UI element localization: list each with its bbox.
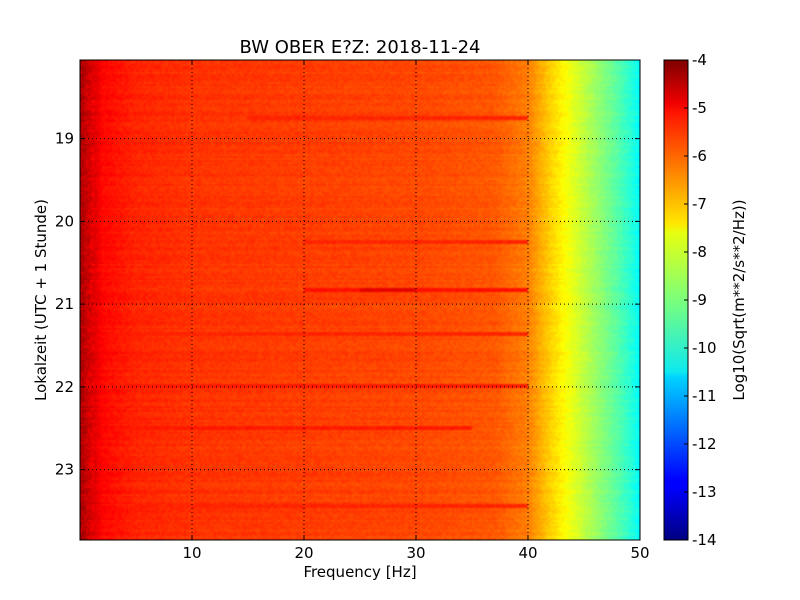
colorbar-label: Log10(Sqrt(m**2/s**2/Hz)) <box>730 199 748 400</box>
x-tick-label: 30 <box>406 544 425 562</box>
colorbar-tick-label: -7 <box>692 195 707 213</box>
colorbar-axis: -4 -5 -6 -7 -8 -9 -10 -11 -12 -13 -14 <box>684 51 717 549</box>
x-axis-label: Frequency [Hz] <box>303 563 416 581</box>
y-axis-label: Lokalzeit (UTC + 1 Stunde) <box>32 199 50 401</box>
colorbar-tick-label: -8 <box>692 243 707 261</box>
colorbar-tick-label: -12 <box>692 435 717 453</box>
plot-frame <box>79 59 641 541</box>
y-tick-label: 21 <box>55 295 74 313</box>
colorbar-tick-label: -9 <box>692 291 707 309</box>
x-tick-label: 10 <box>182 544 201 562</box>
y-tick-label: 19 <box>55 130 74 148</box>
colorbar-tick-label: -10 <box>692 339 717 357</box>
x-tick-label: 50 <box>630 544 649 562</box>
x-tick-label: 20 <box>294 544 313 562</box>
colorbar-tick-label: -14 <box>692 531 717 549</box>
y-tick-label: 23 <box>55 461 74 479</box>
heatmap-image <box>80 60 640 540</box>
colorbar-tick-label: -5 <box>692 99 707 117</box>
x-axis: 10 20 30 40 50 <box>182 60 650 562</box>
colorbar-tick-label: -13 <box>692 483 717 501</box>
colorbar-tick-label: -11 <box>692 387 717 405</box>
y-tick-label: 20 <box>55 212 74 230</box>
grid-lines <box>80 60 640 540</box>
colorbar-tick-label: -4 <box>692 51 707 69</box>
y-axis: 19 20 21 22 23 <box>55 130 640 479</box>
chart-title: BW OBER E?Z: 2018-11-24 <box>240 37 481 58</box>
plot-area <box>80 60 640 540</box>
colorbar-tick-label: -6 <box>692 147 707 165</box>
x-tick-label: 40 <box>518 544 537 562</box>
y-tick-label: 22 <box>55 378 74 396</box>
